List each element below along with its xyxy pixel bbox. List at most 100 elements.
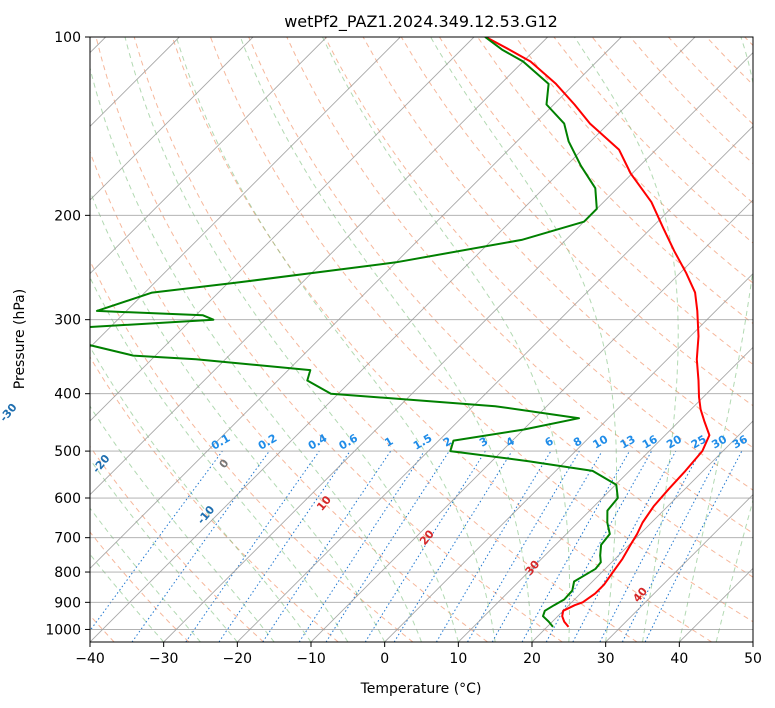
mixing-ratio-line xyxy=(298,450,425,642)
isotherm xyxy=(90,37,254,201)
mixing-ratio-label: 0.1 xyxy=(209,432,232,453)
dry-adiabat xyxy=(95,37,563,642)
isotherm xyxy=(310,199,753,642)
mixing-ratio-label: 0.4 xyxy=(306,431,330,452)
isotherm xyxy=(90,37,696,642)
mixing-ratio-line xyxy=(572,450,677,642)
y-tick-label: 200 xyxy=(54,208,81,224)
dry-adiabat xyxy=(90,356,339,642)
dry-adiabat xyxy=(515,37,753,284)
dry-adiabat xyxy=(668,37,753,125)
y-tick-label: 400 xyxy=(54,387,81,403)
mixing-ratio-line xyxy=(435,450,552,642)
x-tick-label: −30 xyxy=(149,651,179,667)
dry-adiabat xyxy=(400,37,753,407)
isotherm xyxy=(90,37,475,422)
x-tick-label: 30 xyxy=(597,651,615,667)
y-tick-label: 600 xyxy=(54,491,81,507)
dry-adiabat-label: -30 xyxy=(0,401,20,425)
mixing-ratio-line xyxy=(131,450,270,642)
isotherm xyxy=(458,346,753,642)
moist-adiabat xyxy=(90,458,238,642)
isotherm xyxy=(90,37,327,275)
dry-adiabat xyxy=(90,531,190,642)
x-tick-label: −10 xyxy=(296,651,326,667)
mixing-ratio-line xyxy=(521,450,630,642)
x-axis: −40 −30 −20 −10 0 10 20 30 40 50 xyxy=(75,642,762,667)
isotherm xyxy=(679,567,753,642)
dry-adiabat xyxy=(90,150,488,642)
mixing-ratio-label: 10 xyxy=(591,432,611,451)
isotherm xyxy=(90,37,401,348)
grid-lines xyxy=(90,37,753,642)
isotherm xyxy=(237,125,753,642)
moist-adiabat xyxy=(715,498,753,642)
x-tick-label: 40 xyxy=(670,651,688,667)
x-tick-label: 20 xyxy=(523,651,541,667)
dry-adiabat xyxy=(706,37,753,86)
moist-adiabat xyxy=(90,276,349,642)
dewpoint-profile xyxy=(90,37,619,628)
dry-adiabat xyxy=(591,37,753,204)
mixing-ratio-line xyxy=(218,450,351,642)
mixing-ratio-label: 1.5 xyxy=(411,432,434,453)
isotherm xyxy=(163,52,753,642)
y-tick-label: 500 xyxy=(54,444,81,460)
moist-adiabat xyxy=(239,37,533,642)
dry-adiabat xyxy=(133,37,638,642)
isotherm xyxy=(384,273,753,642)
mixing-ratio-label: 20 xyxy=(664,432,684,451)
isotherm xyxy=(90,37,622,569)
mixing-ratio-line xyxy=(90,450,223,632)
x-tick-label: 10 xyxy=(449,651,467,667)
chart-title: wetPf2_PAZ1.2024.349.12.53.G12 xyxy=(284,12,558,32)
x-tick-label: 0 xyxy=(380,651,389,667)
mixing-ratio-label: 25 xyxy=(689,433,709,452)
dry-adiabat xyxy=(90,259,414,642)
moist-adiabat xyxy=(124,37,459,642)
moist-adiabat xyxy=(574,37,679,642)
moist-adiabat xyxy=(90,189,386,642)
y-axis: 100 200 300 400 500 600 700 800 900 1000 xyxy=(45,30,90,638)
plot-frame xyxy=(89,36,754,643)
y-tick-label: 900 xyxy=(54,595,81,611)
y-tick-label: 700 xyxy=(54,531,81,547)
dry-adiabat-label: 20 xyxy=(417,527,437,547)
dry-adiabat-label: 10 xyxy=(314,493,334,513)
y-axis-label: Pressure (hPa) xyxy=(12,289,28,389)
dry-adiabat xyxy=(248,37,753,578)
temperature-profile xyxy=(485,37,711,628)
mixing-ratio-label: 1 xyxy=(382,435,395,450)
mixing-ratio-label: 3 xyxy=(477,435,490,450)
x-tick-label: −40 xyxy=(75,651,105,667)
isotherm xyxy=(90,37,548,496)
dry-adiabat xyxy=(171,37,712,642)
mixing-ratio-line xyxy=(185,450,320,642)
x-axis-label: Temperature (°C) xyxy=(360,681,482,697)
moist-adiabat xyxy=(90,553,165,642)
moist-adiabat xyxy=(90,507,201,642)
dry-adiabat-label: -20 xyxy=(90,452,113,476)
profile-lines xyxy=(90,37,711,628)
mixing-ratio-label: 36 xyxy=(730,432,750,451)
mixing-ratio-label: 13 xyxy=(618,433,638,452)
mixing-ratio-line xyxy=(262,450,392,642)
isotherm xyxy=(752,641,753,642)
mixing-ratio-line xyxy=(644,450,743,642)
dry-adiabat xyxy=(744,37,753,47)
dry-adiabat-label: 40 xyxy=(630,585,650,605)
moist-adiabat xyxy=(175,37,496,642)
moist-adiabat xyxy=(90,65,422,642)
mixing-ratio-line xyxy=(393,450,513,642)
line-labels: 0.10.20.40.611.52346810131620253036-100-… xyxy=(0,401,750,605)
dry-adiabat xyxy=(90,445,264,642)
isotherm xyxy=(605,494,753,642)
moist-adiabat xyxy=(90,345,312,642)
mixing-ratio-line xyxy=(325,450,450,642)
y-tick-label: 100 xyxy=(54,30,81,46)
dry-adiabat xyxy=(438,37,753,366)
mixing-ratio-label: 8 xyxy=(571,435,584,450)
dry-adiabat xyxy=(210,37,753,623)
y-tick-label: 1000 xyxy=(45,622,81,638)
